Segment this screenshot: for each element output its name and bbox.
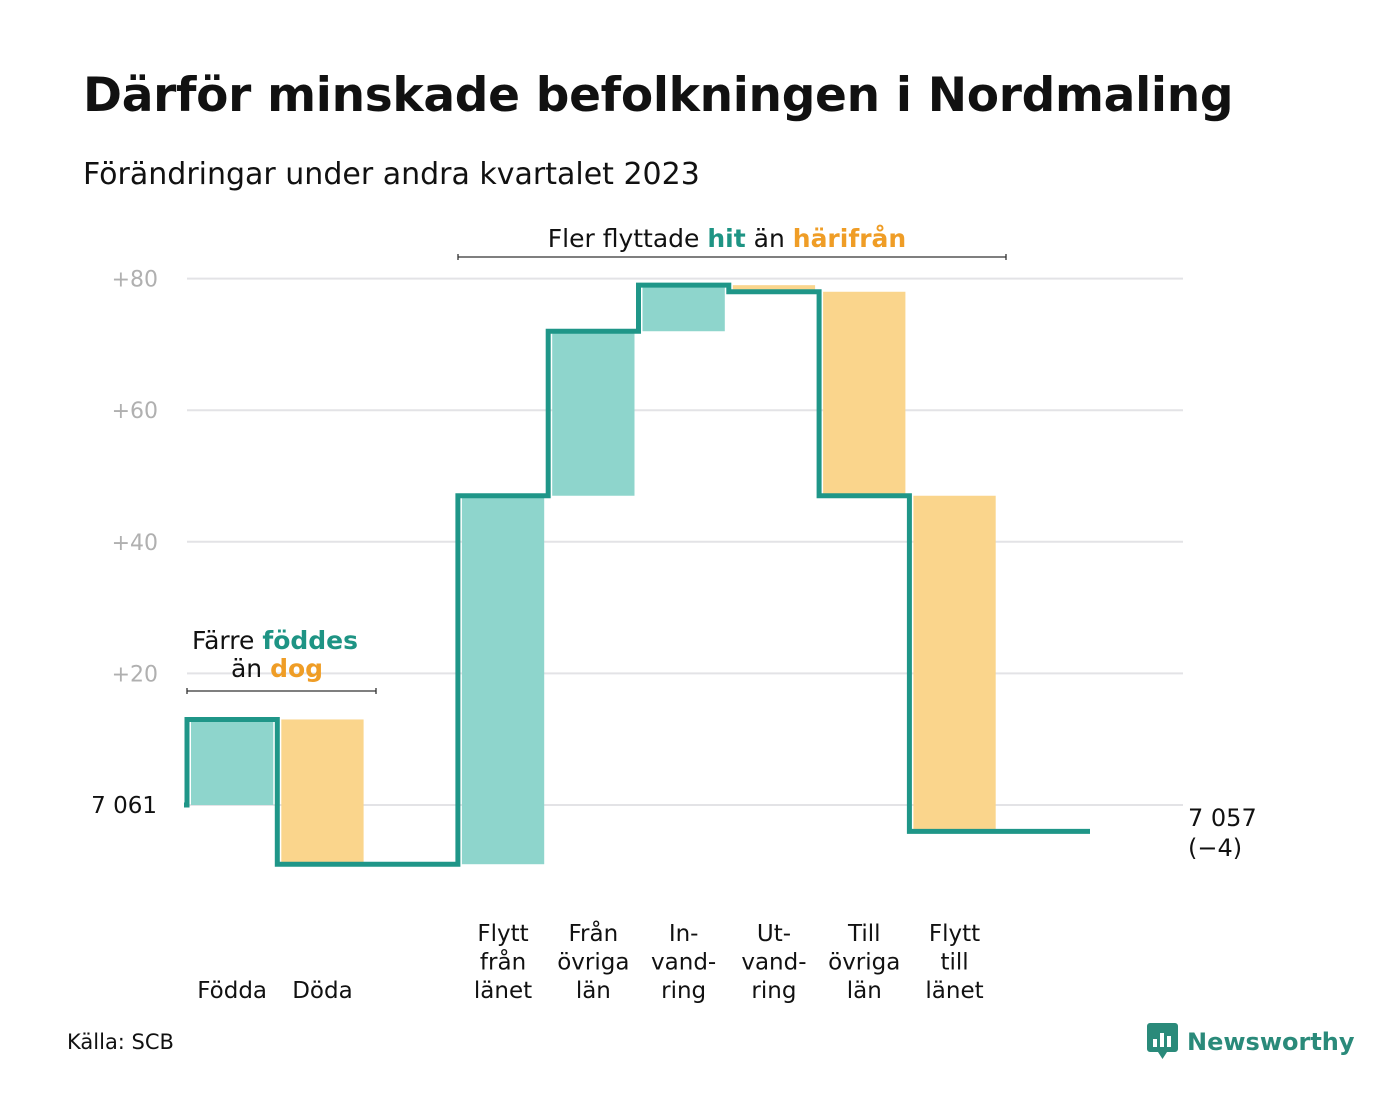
migration-annotation-part: hit [707,224,745,253]
category-label: ring [661,978,706,1004]
waterfall-bar [732,285,816,292]
category-label: Flytt [477,921,528,947]
births-annotation-line2-part: dog [270,654,323,683]
waterfall-bar [191,719,274,805]
category-label: övriga [557,950,629,976]
y-tick-label: +80 [112,268,158,293]
births-annotation-line1-part: Färre [192,626,262,655]
source-note: Källa: SCB [67,1030,174,1054]
category-label: till [940,950,968,976]
waterfall-bar [642,285,725,332]
waterfall-bar [461,495,545,865]
waterfall-bar [913,495,996,832]
y-tick-label: +20 [112,662,158,687]
y-tick-label: +40 [112,531,158,556]
brand-logo: Newsworthy [1147,1022,1355,1062]
births-annotation-line1: Färre föddes [192,626,358,655]
category-label: Döda [292,978,352,1004]
category-label: ring [751,978,796,1004]
end-value-label: 7 057 [1188,804,1257,832]
category-label: län [847,978,882,1004]
chart-title: Därför minskade befolkningen i Nordmalin… [83,68,1234,123]
category-label: Födda [197,978,267,1004]
cumulative-step-line [184,282,1090,867]
births-annotation-line2-part: än [231,654,270,683]
waterfall-bar [823,291,906,496]
migration-annotation-part: Fler flyttade [548,224,708,253]
waterfall-bar [552,331,635,496]
category-label: Från [569,919,619,947]
category-label: länet [474,978,532,1004]
category-label: vand- [741,950,806,976]
brand-name: Newsworthy [1187,1028,1355,1056]
births-annotation-line2: än dog [231,654,323,683]
category-label: Till [847,921,881,947]
category-label: vand- [651,950,716,976]
migration-annotation: Fler flyttade hit än härifrån [548,224,906,253]
waterfall-bar [281,719,364,865]
start-value-label: 7 061 [91,793,157,819]
migration-annotation-part: än [746,224,793,253]
newsworthy-logo-icon [1147,1023,1178,1059]
y-tick-label: +60 [112,399,158,424]
category-label: länet [925,978,983,1004]
migration-annotation-part: härifrån [793,224,906,253]
category-label: från [480,948,526,976]
category-label: In- [669,921,699,947]
births-annotation-line1-part: föddes [262,626,358,655]
category-label: övriga [828,950,900,976]
end-change-label: (−4) [1188,834,1242,862]
category-label: län [576,978,611,1004]
category-label: Ut- [757,921,791,947]
category-label: Flytt [929,921,980,947]
chart-subtitle: Förändringar under andra kvartalet 2023 [83,157,700,192]
